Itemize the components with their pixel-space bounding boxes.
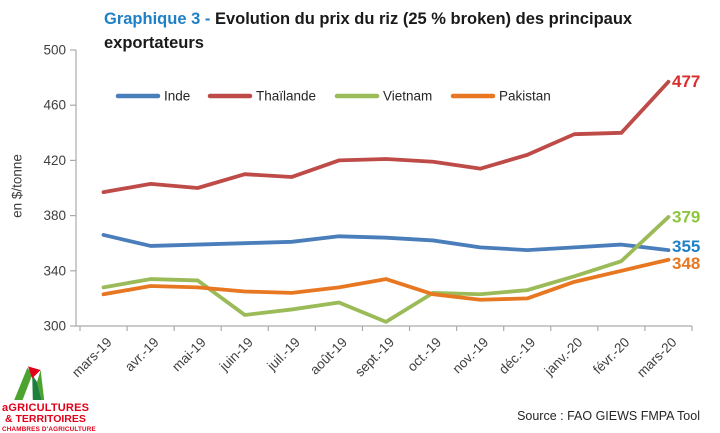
y-tick-label: 340 — [43, 263, 66, 278]
end-value-label-thaïlande: 477 — [672, 72, 700, 91]
chart-title-number: Graphique 3 - — [104, 10, 215, 28]
legend-label-pakistan: Pakistan — [499, 89, 551, 104]
series-line-pakistan — [101, 257, 671, 302]
logo-text: aGRICULTURES & TERRITOIRES CHAMBRES D'AG… — [2, 402, 96, 433]
y-tick-label: 460 — [43, 98, 66, 113]
x-tick-label: sept.-19 — [352, 335, 397, 380]
x-tick-label: nov.-19 — [450, 335, 492, 377]
series-line-vietnam — [101, 215, 671, 324]
logo-line-territoires: & TERRITOIRES — [5, 413, 86, 425]
x-tick-label: juil.-19 — [264, 335, 303, 374]
series-line-thaïlande — [101, 79, 671, 195]
y-tick-label: 380 — [43, 208, 66, 223]
x-tick-label: oct.-19 — [404, 335, 444, 375]
logo-emblem-icon — [14, 366, 45, 400]
source-text: Source : FAO GIEWS FMPA Tool — [517, 409, 700, 423]
end-value-label-vietnam: 379 — [672, 207, 700, 226]
end-value-label-pakistan: 348 — [672, 254, 700, 273]
logo-line-agricultures: aGRICULTURES — [2, 402, 90, 414]
x-tick-label: juin-19 — [216, 335, 256, 375]
chart-title: Graphique 3 - Evolution du prix du riz (… — [104, 8, 649, 56]
x-tick-label: août-19 — [307, 335, 350, 378]
x-tick-label: déc.-19 — [496, 335, 538, 377]
chart-title-text: Evolution du prix du riz (25 % broken) d… — [104, 10, 633, 52]
x-tick-label: mars-19 — [69, 335, 115, 381]
legend-label-vietnam: Vietnam — [383, 89, 432, 104]
legend-label-thaïlande: Thaïlande — [256, 89, 316, 104]
x-tick-label: févr.-20 — [590, 335, 632, 377]
x-tick-label: avr.-19 — [122, 335, 162, 375]
y-tick-label: 300 — [43, 319, 66, 334]
y-tick-label: 420 — [43, 153, 66, 168]
y-tick-label: 500 — [43, 43, 66, 58]
logo-line-chambres: CHAMBRES D'AGRICULTURE — [2, 426, 96, 433]
x-tick-label: janv.-20 — [541, 335, 586, 380]
x-tick-label: mai-19 — [169, 335, 209, 375]
x-tick-label: mars-20 — [634, 335, 680, 381]
end-value-label-inde: 355 — [672, 237, 700, 256]
series-line-inde — [101, 233, 671, 253]
legend-label-inde: Inde — [164, 89, 190, 104]
